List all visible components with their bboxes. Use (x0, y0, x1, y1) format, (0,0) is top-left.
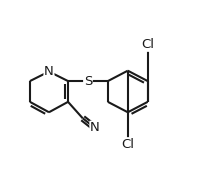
Text: S: S (84, 75, 92, 88)
Text: N: N (44, 65, 54, 78)
Text: Cl: Cl (141, 38, 154, 51)
Text: Cl: Cl (121, 138, 134, 151)
Text: N: N (90, 121, 100, 134)
